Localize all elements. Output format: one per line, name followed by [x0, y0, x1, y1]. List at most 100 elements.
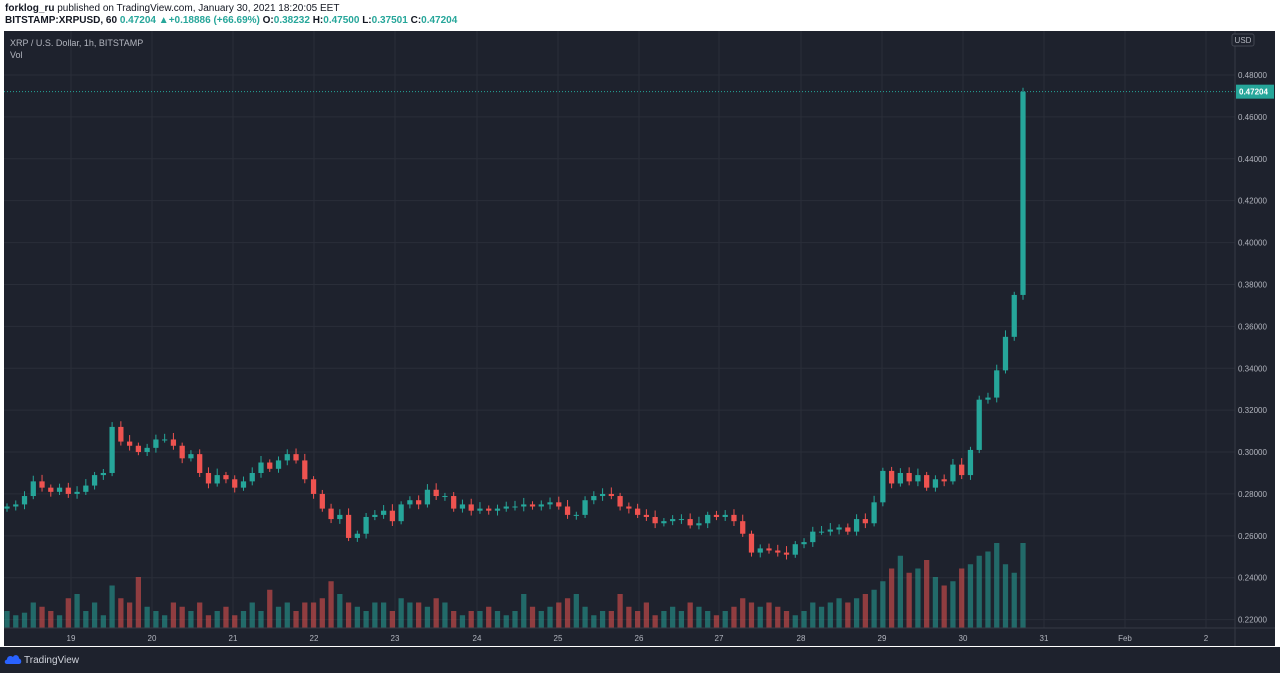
candle-body[interactable]: [144, 447, 150, 453]
candle-body[interactable]: [337, 514, 343, 520]
candle-body[interactable]: [836, 527, 842, 530]
candle-body[interactable]: [468, 504, 474, 511]
candle-body[interactable]: [871, 502, 877, 524]
candle-body[interactable]: [626, 506, 632, 509]
candle-body[interactable]: [512, 506, 518, 508]
time-axis[interactable]: 19 20 21 22 23 24 25 26 27 28 29 30 31 Feb 2: [4, 627, 1275, 643]
candle-body[interactable]: [363, 516, 369, 534]
candle-body[interactable]: [897, 472, 904, 484]
candle-body[interactable]: [547, 502, 553, 505]
candle-body[interactable]: [757, 548, 763, 553]
candle-body[interactable]: [810, 531, 816, 543]
candle-body[interactable]: [687, 519, 693, 526]
candle-body[interactable]: [503, 506, 509, 509]
candle-body[interactable]: [722, 514, 728, 517]
candle-body[interactable]: [214, 475, 220, 484]
candle-body[interactable]: [30, 481, 36, 497]
candle-body[interactable]: [573, 514, 579, 516]
candle-body[interactable]: [293, 454, 299, 461]
candle-body[interactable]: [818, 531, 825, 533]
candle-body[interactable]: [91, 475, 98, 486]
candle-body[interactable]: [740, 521, 746, 534]
candle-body[interactable]: [731, 514, 737, 522]
candle-body[interactable]: [748, 533, 755, 553]
candle-body[interactable]: [959, 464, 965, 476]
candle-body[interactable]: [661, 521, 667, 524]
candle-body[interactable]: [451, 496, 457, 509]
candle-body[interactable]: [1011, 294, 1017, 337]
candle-body[interactable]: [582, 500, 588, 515]
candle-body[interactable]: [521, 504, 527, 507]
candle-body[interactable]: [775, 550, 781, 553]
candle-body[interactable]: [853, 519, 860, 532]
tradingview-brand[interactable]: TradingView: [24, 655, 80, 666]
candle-body[interactable]: [652, 516, 658, 524]
candle-body[interactable]: [249, 472, 255, 482]
candle-body[interactable]: [696, 523, 702, 526]
candle-body[interactable]: [529, 504, 536, 507]
candle-body[interactable]: [766, 548, 772, 551]
currency-button[interactable]: [1231, 33, 1255, 47]
candle-body[interactable]: [459, 504, 466, 509]
candle-body[interactable]: [21, 496, 28, 505]
candle-body[interactable]: [179, 445, 185, 459]
candle-body[interactable]: [556, 502, 562, 507]
candle-body[interactable]: [197, 454, 203, 473]
candle-body[interactable]: [792, 544, 798, 555]
candle-body[interactable]: [56, 487, 63, 492]
candle-body[interactable]: [950, 464, 956, 482]
candle-body[interactable]: [783, 552, 790, 555]
candle-body[interactable]: [240, 481, 247, 488]
candle-body[interactable]: [284, 454, 290, 461]
candle-body[interactable]: [4, 506, 10, 509]
candle-body[interactable]: [416, 500, 422, 505]
candle-body[interactable]: [678, 519, 685, 521]
candle-body[interactable]: [591, 496, 597, 501]
candle-body[interactable]: [232, 479, 238, 488]
candle-body[interactable]: [976, 399, 982, 450]
candle-body[interactable]: [634, 508, 641, 515]
candle-body[interactable]: [118, 426, 124, 442]
candle-body[interactable]: [994, 370, 1000, 398]
candle-body[interactable]: [100, 472, 106, 476]
candle-body[interactable]: [328, 508, 334, 520]
candle-body[interactable]: [13, 504, 19, 507]
candle-body[interactable]: [477, 508, 483, 511]
candle-body[interactable]: [538, 504, 544, 507]
candle-body[interactable]: [1002, 336, 1009, 371]
candle-body[interactable]: [153, 439, 159, 448]
candle-body[interactable]: [188, 454, 194, 459]
candle-body[interactable]: [564, 506, 571, 515]
candle-body[interactable]: [845, 527, 851, 532]
candle-body[interactable]: [65, 487, 71, 494]
candle-body[interactable]: [494, 508, 501, 511]
candle-body[interactable]: [599, 493, 606, 497]
candle-body[interactable]: [310, 479, 317, 494]
candle-body[interactable]: [617, 496, 623, 507]
candle-body[interactable]: [442, 496, 448, 498]
candle-body[interactable]: [985, 397, 991, 400]
candle-body[interactable]: [486, 508, 492, 511]
candle-body[interactable]: [906, 472, 912, 482]
candle-body[interactable]: [608, 493, 614, 497]
candle-body[interactable]: [670, 519, 676, 522]
candle-body[interactable]: [880, 470, 886, 503]
candle-body[interactable]: [424, 489, 431, 505]
candle-body[interactable]: [275, 460, 282, 469]
candle-body[interactable]: [162, 439, 168, 441]
candle-body[interactable]: [932, 479, 939, 488]
candle-body[interactable]: [407, 500, 413, 505]
candle-body[interactable]: [372, 514, 378, 517]
candle-body[interactable]: [74, 491, 80, 494]
candle-body[interactable]: [643, 514, 650, 517]
candle-body[interactable]: [433, 489, 439, 497]
chart-panel[interactable]: 0.22000 0.24000 0.26000 0.28000 0.30000 0.320…: [4, 31, 1275, 646]
candle-body[interactable]: [267, 462, 273, 469]
candle-body[interactable]: [1020, 91, 1026, 295]
candle-body[interactable]: [941, 479, 947, 482]
candle-body[interactable]: [205, 472, 212, 484]
candle-body[interactable]: [83, 485, 89, 492]
candle-body[interactable]: [319, 493, 325, 509]
candle-body[interactable]: [345, 514, 352, 538]
candle-body[interactable]: [39, 481, 45, 488]
